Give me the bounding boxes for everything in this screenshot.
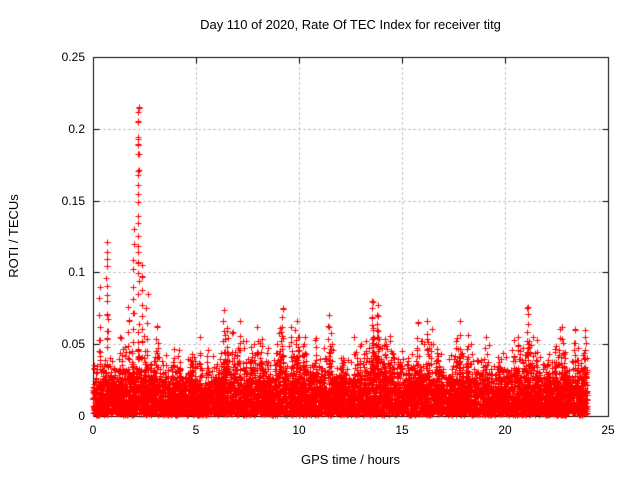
x-tick-label: 25 <box>601 423 615 437</box>
y-tick-label: 0.2 <box>68 121 85 136</box>
y-tick-label: 0.05 <box>61 337 85 352</box>
x-tick-label: 15 <box>395 423 409 437</box>
y-tick-label: 0.15 <box>61 193 85 208</box>
y-tick-label: 0.25 <box>61 50 85 64</box>
chart-title: Day 110 of 2020, Rate Of TEC Index for r… <box>200 17 501 32</box>
x-tick-label: 20 <box>498 423 512 437</box>
y-axis-label: ROTI / TECUs <box>6 194 21 278</box>
y-tick-label: 0.1 <box>68 265 85 280</box>
x-axis-label: GPS time / hours <box>301 452 400 467</box>
x-tick-label: 5 <box>192 423 200 437</box>
x-tick-label: 0 <box>89 423 97 437</box>
x-tick-label: 10 <box>292 423 306 437</box>
y-tick-label: 0 <box>78 409 85 423</box>
